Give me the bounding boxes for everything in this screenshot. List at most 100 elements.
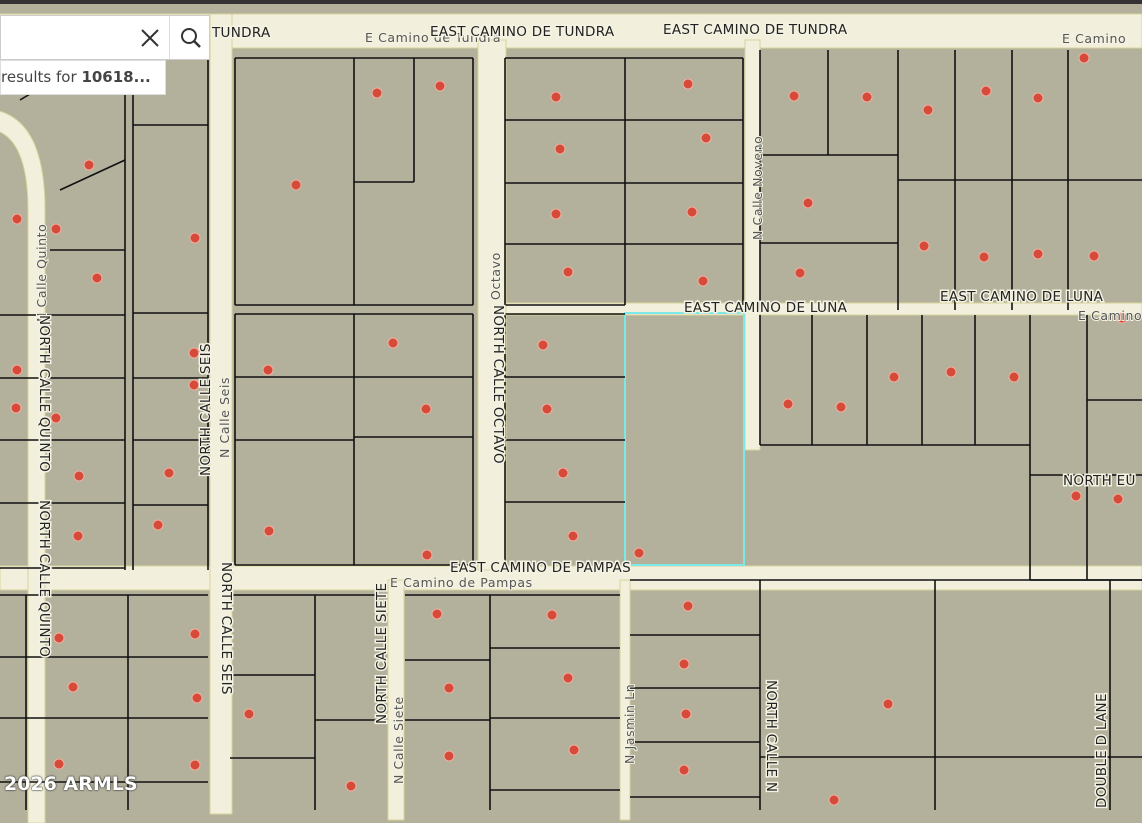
parcel-marker[interactable] [697, 275, 709, 287]
parcel-marker[interactable] [443, 750, 455, 762]
street-label: NORTH CALLE SEIS [198, 343, 214, 476]
parcel-marker[interactable] [978, 251, 990, 263]
parcel-marker[interactable] [73, 470, 85, 482]
parcel-marker[interactable] [633, 547, 645, 559]
parcel-marker[interactable] [1116, 312, 1128, 324]
parcel-marker[interactable] [861, 91, 873, 103]
search-results[interactable]: results for 10618... [0, 60, 166, 95]
street-label: NORTH CALLE SEIS [218, 562, 234, 695]
search-box[interactable] [0, 15, 210, 60]
street-label: TUNDRA [211, 25, 271, 41]
parcel-marker[interactable] [678, 764, 690, 776]
parcel-marker[interactable] [562, 266, 574, 278]
parcel-marker[interactable] [50, 223, 62, 235]
parcel-marker[interactable] [50, 412, 62, 424]
clear-icon [141, 28, 159, 47]
street-label: E Camino de Tundra [365, 30, 501, 45]
parcel-marker[interactable] [567, 530, 579, 542]
parcel-marker[interactable] [434, 80, 446, 92]
parcel-marker[interactable] [72, 530, 84, 542]
street-label: E Camino de Pampas [390, 575, 533, 590]
street-label: NORTH CALLE SIETE [374, 583, 390, 724]
parcel-marker[interactable] [945, 366, 957, 378]
street-label: EAST CAMINO DE LUNA [684, 300, 848, 316]
parcel-marker[interactable] [1032, 248, 1044, 260]
parcel-marker[interactable] [243, 708, 255, 720]
street-label: NORTH CALLE QUINTO [36, 500, 52, 657]
parcel-marker[interactable] [91, 272, 103, 284]
parcel-marker[interactable] [387, 337, 399, 349]
parcel-marker[interactable] [557, 467, 569, 479]
parcel-marker[interactable] [922, 104, 934, 116]
parcel-marker[interactable] [189, 232, 201, 244]
parcel-marker[interactable] [541, 403, 553, 415]
parcel-marker[interactable] [420, 403, 432, 415]
parcel-marker[interactable] [189, 628, 201, 640]
parcel-marker[interactable] [83, 159, 95, 171]
parcel-marker[interactable] [678, 658, 690, 670]
parcel-marker[interactable] [152, 519, 164, 531]
selected-parcel[interactable] [624, 312, 745, 566]
parcel-marker[interactable] [546, 609, 558, 621]
search-button[interactable] [169, 16, 212, 59]
parcel-marker[interactable] [562, 672, 574, 684]
parcel-line [59, 159, 126, 191]
parcel-marker[interactable] [794, 267, 806, 279]
parcel-marker[interactable] [788, 90, 800, 102]
parcel-marker[interactable] [1032, 92, 1044, 104]
parcel-marker[interactable] [802, 197, 814, 209]
parcel-marker[interactable] [1078, 52, 1090, 64]
parcel-marker[interactable] [290, 179, 302, 191]
street-label: N Calle Siete [391, 696, 406, 784]
parcel-marker[interactable] [188, 379, 200, 391]
parcel-marker[interactable] [980, 85, 992, 97]
parcel-marker[interactable] [882, 698, 894, 710]
parcel-marker[interactable] [345, 780, 357, 792]
parcel-lines [0, 50, 1142, 810]
parcel-marker[interactable] [1008, 371, 1020, 383]
parcel-marker[interactable] [189, 759, 201, 771]
street-label: EAST CAMINO DE LUNA [940, 289, 1104, 305]
parcel-marker[interactable] [550, 208, 562, 220]
parcel-marker[interactable] [191, 692, 203, 704]
parcel-marker[interactable] [1112, 493, 1124, 505]
parcel-marker[interactable] [262, 364, 274, 376]
parcel-marker[interactable] [163, 467, 175, 479]
street-label: EAST CAMINO DE PAMPAS [450, 560, 631, 576]
parcel-marker[interactable] [188, 347, 200, 359]
street-label: N Calle Quinto [34, 224, 49, 322]
parcel-marker[interactable] [568, 744, 580, 756]
parcel-marker[interactable] [421, 549, 433, 561]
parcel-marker[interactable] [550, 91, 562, 103]
parcel-marker[interactable] [11, 364, 23, 376]
clear-button[interactable] [129, 16, 171, 59]
parcel-marker[interactable] [431, 608, 443, 620]
parcel-marker[interactable] [53, 758, 65, 770]
parcel-marker[interactable] [554, 143, 566, 155]
parcel-marker[interactable] [918, 240, 930, 252]
street-label: N Calle Noveno [750, 136, 765, 240]
parcel-marker[interactable] [1088, 250, 1100, 262]
parcel-marker[interactable] [682, 600, 694, 612]
parcel-marker[interactable] [782, 398, 794, 410]
results-label: results for [1, 68, 77, 86]
parcel-marker[interactable] [11, 213, 23, 225]
parcel-marker[interactable] [443, 682, 455, 694]
street-label: NORTH EU [1063, 473, 1136, 489]
parcel-marker[interactable] [371, 87, 383, 99]
parcel-marker[interactable] [682, 78, 694, 90]
parcel-marker[interactable] [537, 339, 549, 351]
parcel-marker[interactable] [686, 206, 698, 218]
parcel-marker[interactable] [835, 401, 847, 413]
parcel-marker[interactable] [53, 632, 65, 644]
parcel-marker[interactable] [1070, 490, 1082, 502]
parcel-marker[interactable] [700, 132, 712, 144]
parcel-marker[interactable] [680, 708, 692, 720]
parcel-marker[interactable] [263, 525, 275, 537]
parcel-marker[interactable] [888, 371, 900, 383]
parcel-marker[interactable] [10, 402, 22, 414]
parcel-marker[interactable] [67, 681, 79, 693]
parcel-marker[interactable] [828, 794, 840, 806]
